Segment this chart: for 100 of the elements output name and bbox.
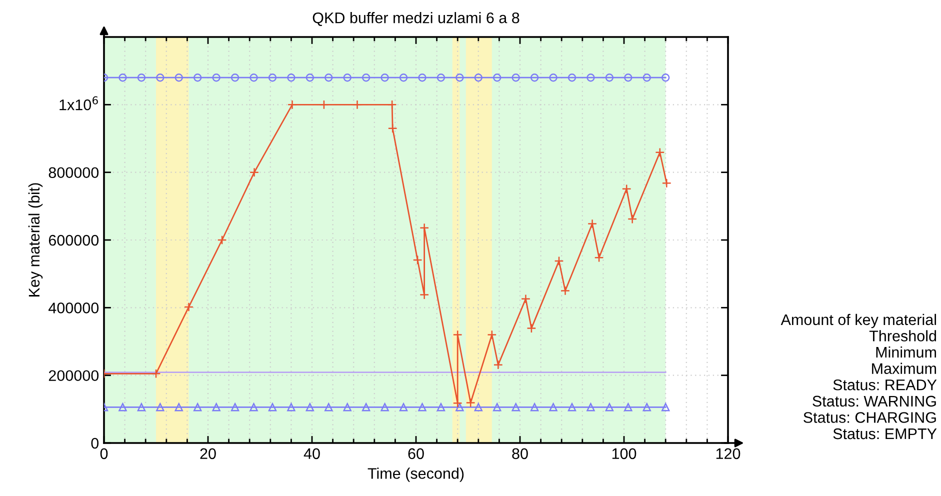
point bbox=[466, 398, 476, 408]
point bbox=[436, 403, 446, 412]
y-tick-label: 600000 bbox=[48, 234, 99, 246]
point bbox=[662, 178, 672, 188]
point bbox=[622, 184, 632, 194]
point bbox=[568, 74, 576, 82]
point bbox=[118, 74, 127, 82]
point bbox=[474, 403, 482, 412]
point bbox=[418, 403, 426, 412]
text: Status: READY bbox=[833, 379, 937, 390]
point bbox=[586, 74, 595, 82]
point bbox=[530, 403, 539, 412]
text: Minimum bbox=[876, 346, 936, 358]
point bbox=[343, 74, 352, 82]
point bbox=[306, 403, 314, 412]
point bbox=[662, 403, 670, 412]
point bbox=[212, 403, 220, 412]
text: Status: WARNING bbox=[812, 396, 936, 407]
text: Threshold bbox=[869, 330, 936, 342]
text: Status: EMPTY bbox=[833, 428, 937, 440]
point bbox=[452, 398, 462, 408]
point bbox=[268, 403, 277, 412]
point bbox=[387, 100, 397, 110]
point bbox=[554, 256, 564, 266]
chart-title: QKD buffer medzi uzlami 6 a 8 bbox=[312, 12, 520, 26]
point bbox=[628, 214, 638, 224]
point bbox=[474, 74, 482, 82]
point bbox=[487, 330, 497, 340]
point bbox=[343, 403, 352, 412]
point bbox=[587, 218, 598, 229]
point bbox=[642, 74, 651, 82]
point bbox=[287, 100, 298, 110]
point bbox=[549, 403, 558, 412]
point bbox=[137, 403, 146, 412]
point bbox=[306, 74, 314, 82]
point bbox=[399, 74, 408, 82]
point bbox=[217, 235, 227, 245]
y-tick-label: 200000 bbox=[48, 370, 99, 382]
point bbox=[436, 74, 446, 82]
point bbox=[493, 403, 502, 412]
x-axis-title: Time (second) bbox=[368, 468, 464, 482]
point bbox=[624, 403, 632, 412]
point bbox=[174, 74, 183, 82]
point bbox=[493, 360, 503, 370]
x-tick-label: 20 bbox=[200, 448, 216, 460]
text: Status: CHARGING bbox=[804, 412, 936, 423]
point bbox=[493, 74, 502, 82]
y-axis-title: Key material (bit) bbox=[28, 183, 43, 296]
point bbox=[605, 403, 614, 412]
point bbox=[151, 368, 161, 378]
x-tick-label: 0 bbox=[100, 448, 108, 460]
point bbox=[156, 403, 164, 412]
point bbox=[268, 74, 277, 82]
point bbox=[520, 294, 531, 304]
point bbox=[642, 403, 651, 412]
point bbox=[174, 403, 183, 412]
point bbox=[388, 124, 398, 134]
point bbox=[324, 403, 333, 412]
point bbox=[605, 74, 614, 82]
x-tick-label: 100 bbox=[612, 448, 636, 460]
point bbox=[319, 100, 329, 110]
point bbox=[655, 148, 665, 158]
y-tick-label: 800000 bbox=[48, 167, 99, 178]
point bbox=[380, 403, 389, 412]
point bbox=[249, 168, 260, 178]
point bbox=[287, 74, 296, 82]
point bbox=[452, 330, 462, 340]
point bbox=[250, 74, 258, 82]
point bbox=[380, 74, 389, 82]
point bbox=[586, 403, 595, 412]
point bbox=[512, 403, 520, 412]
x-tick-label: 40 bbox=[304, 448, 320, 460]
point bbox=[594, 252, 604, 262]
x-tick-label: 60 bbox=[408, 448, 424, 460]
point bbox=[399, 403, 408, 412]
point bbox=[250, 403, 258, 412]
point bbox=[624, 74, 632, 82]
point bbox=[156, 74, 164, 82]
point bbox=[568, 403, 576, 412]
point bbox=[362, 74, 370, 82]
point bbox=[184, 302, 194, 312]
x-tick-label: 120 bbox=[716, 448, 740, 460]
point bbox=[526, 324, 536, 334]
x-tick-label: 80 bbox=[512, 448, 528, 460]
point bbox=[137, 74, 146, 82]
y-tick-label: 1x10$^{6}$ bbox=[60, 96, 98, 110]
point bbox=[662, 74, 670, 82]
point bbox=[194, 403, 202, 412]
text: Maximum bbox=[872, 362, 936, 374]
point bbox=[418, 74, 426, 82]
point bbox=[194, 74, 202, 82]
point bbox=[412, 255, 422, 265]
point bbox=[512, 74, 520, 82]
point bbox=[118, 403, 127, 412]
point bbox=[212, 74, 220, 82]
point bbox=[456, 74, 464, 82]
point bbox=[324, 74, 333, 82]
point bbox=[230, 74, 240, 82]
point bbox=[549, 74, 558, 82]
point bbox=[362, 403, 370, 412]
